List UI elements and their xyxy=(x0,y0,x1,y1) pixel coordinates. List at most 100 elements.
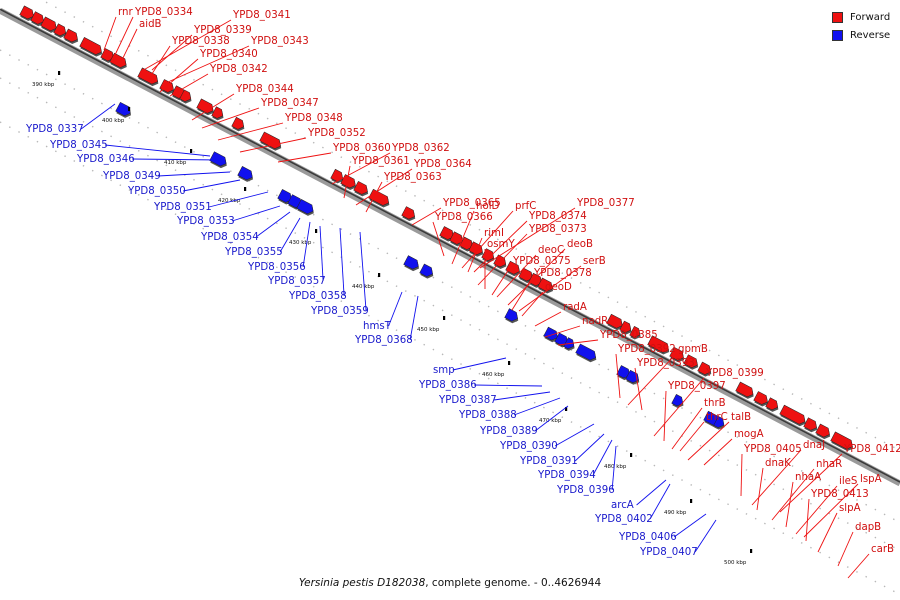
gene-block-38 xyxy=(735,381,754,399)
forward-label-49: nhaR xyxy=(816,459,842,470)
forward-label-52: lspA xyxy=(860,474,882,485)
gene-block-20 xyxy=(401,206,416,222)
gene-block-2 xyxy=(40,16,57,33)
gene-block-43 xyxy=(815,423,831,440)
forward-label-17: YPD8_0363 xyxy=(383,172,442,183)
gene-block-31 xyxy=(606,313,623,331)
reverse-label-21: YPD8_0391 xyxy=(519,456,578,467)
forward-label-32: deoD xyxy=(545,282,572,293)
tick-mark-4 xyxy=(315,229,318,233)
forward-label-34: nadR xyxy=(582,316,608,327)
forward-label-36: YPD8_0392 xyxy=(617,344,676,355)
reverse-label-3: YPD8_0349 xyxy=(102,171,161,182)
gene-block-40 xyxy=(765,397,779,412)
forward-label-21: prfC xyxy=(515,201,536,212)
reverse-label-17: YPD8_0387 xyxy=(438,395,497,406)
forward-label-42: thrC xyxy=(706,412,728,423)
reverse-leader-7 xyxy=(255,211,291,238)
forward-label-20: holD xyxy=(476,201,500,212)
reverse-leader-20 xyxy=(554,423,595,447)
forward-leader-31 xyxy=(511,277,533,311)
backbone-line xyxy=(0,8,900,483)
forward-leader-20 xyxy=(451,210,475,265)
forward-leader-2 xyxy=(121,28,138,61)
forward-label-23: YPD8_0366 xyxy=(434,212,493,223)
forward-label-22: YPD8_0374 xyxy=(528,211,587,222)
forward-label-43: talB xyxy=(731,412,751,423)
gene-block-32 xyxy=(619,320,632,335)
forward-leader-29 xyxy=(491,265,512,296)
legend-forward-label: Forward xyxy=(850,11,891,23)
forward-leader-43 xyxy=(687,421,730,461)
forward-leader-46 xyxy=(751,449,802,506)
gene-block-3 xyxy=(53,23,67,38)
forward-leader-1 xyxy=(114,16,134,56)
forward-leader-30 xyxy=(518,265,582,312)
forward-label-37: gpmB xyxy=(678,344,708,355)
forward-leader-22 xyxy=(473,220,528,273)
forward-leader-23 xyxy=(432,221,445,257)
tick-label-0: 390 kbp xyxy=(32,82,55,88)
tick-label-11: 500 kbp xyxy=(724,560,747,566)
reverse-label-12: YPD8_0359 xyxy=(310,306,369,317)
forward-leader-16 xyxy=(355,168,413,206)
tick-mark-5 xyxy=(378,273,381,277)
gene-block-53 xyxy=(504,308,519,324)
forward-leader-51 xyxy=(795,485,838,535)
forward-leader-7 xyxy=(159,58,199,93)
forward-leader-6 xyxy=(167,45,250,83)
forward-leader-50 xyxy=(785,481,794,528)
reverse-leader-18 xyxy=(513,397,561,416)
reverse-label-16: YPD8_0386 xyxy=(418,380,477,391)
gene-block-50 xyxy=(296,199,314,216)
forward-label-0: rnr xyxy=(118,7,133,18)
reverse-swatch xyxy=(832,29,843,41)
forward-leader-4 xyxy=(139,19,232,73)
forward-label-39: YPD8_0399 xyxy=(705,368,764,379)
forward-label-11: YPD8_0348 xyxy=(284,113,343,124)
gene-block-33 xyxy=(629,325,641,340)
reverse-label-14: YPD8_0368 xyxy=(354,335,413,346)
forward-leader-17 xyxy=(365,181,383,213)
gene-block-13 xyxy=(211,106,224,121)
reverse-leader-25 xyxy=(649,483,671,520)
forward-label-12: YPD8_0352 xyxy=(307,128,366,139)
gene-block-56 xyxy=(563,337,575,351)
forward-leader-34 xyxy=(544,325,581,338)
reverse-leader-22 xyxy=(592,439,613,476)
tick-mark-6 xyxy=(443,316,446,320)
forward-leader-40 xyxy=(663,390,667,442)
label-leader-lines xyxy=(80,16,870,579)
reverse-leader-8 xyxy=(279,217,301,253)
reverse-label-10: YPD8_0357 xyxy=(267,276,326,287)
gene-block-22 xyxy=(449,231,464,247)
forward-label-18: YPD8_0377 xyxy=(576,198,635,209)
forward-leader-49 xyxy=(771,468,815,521)
forward-leader-38 xyxy=(634,367,643,411)
tick-label-8: 470 kbp xyxy=(539,418,562,424)
forward-label-48: dnaK xyxy=(765,458,791,469)
gene-block-18 xyxy=(353,180,369,197)
reverse-label-2: YPD8_0346 xyxy=(76,154,135,165)
forward-leader-21 xyxy=(461,210,514,269)
forward-leader-11 xyxy=(217,122,284,141)
gene-block-54 xyxy=(543,326,559,343)
gene-block-0 xyxy=(19,5,35,21)
forward-label-44: mogA xyxy=(734,429,764,440)
forward-leader-12 xyxy=(239,137,307,153)
forward-label-5: YPD8_0338 xyxy=(171,36,230,47)
forward-leader-13 xyxy=(277,152,332,163)
reverse-leader-3 xyxy=(158,171,231,177)
reverse-leader-24 xyxy=(636,479,667,506)
forward-label-28: deoC xyxy=(538,245,564,256)
forward-label-54: slpA xyxy=(839,503,861,514)
forward-leader-18 xyxy=(479,207,576,269)
tick-mark-2 xyxy=(190,149,193,153)
forward-label-7: YPD8_0340 xyxy=(199,49,258,60)
gene-block-1 xyxy=(30,11,45,27)
forward-leader-53 xyxy=(805,498,810,542)
tick-label-1: 400 kbp xyxy=(102,118,125,124)
forward-label-16: YPD8_0364 xyxy=(413,159,472,170)
legend-forward: Forward xyxy=(832,8,892,26)
